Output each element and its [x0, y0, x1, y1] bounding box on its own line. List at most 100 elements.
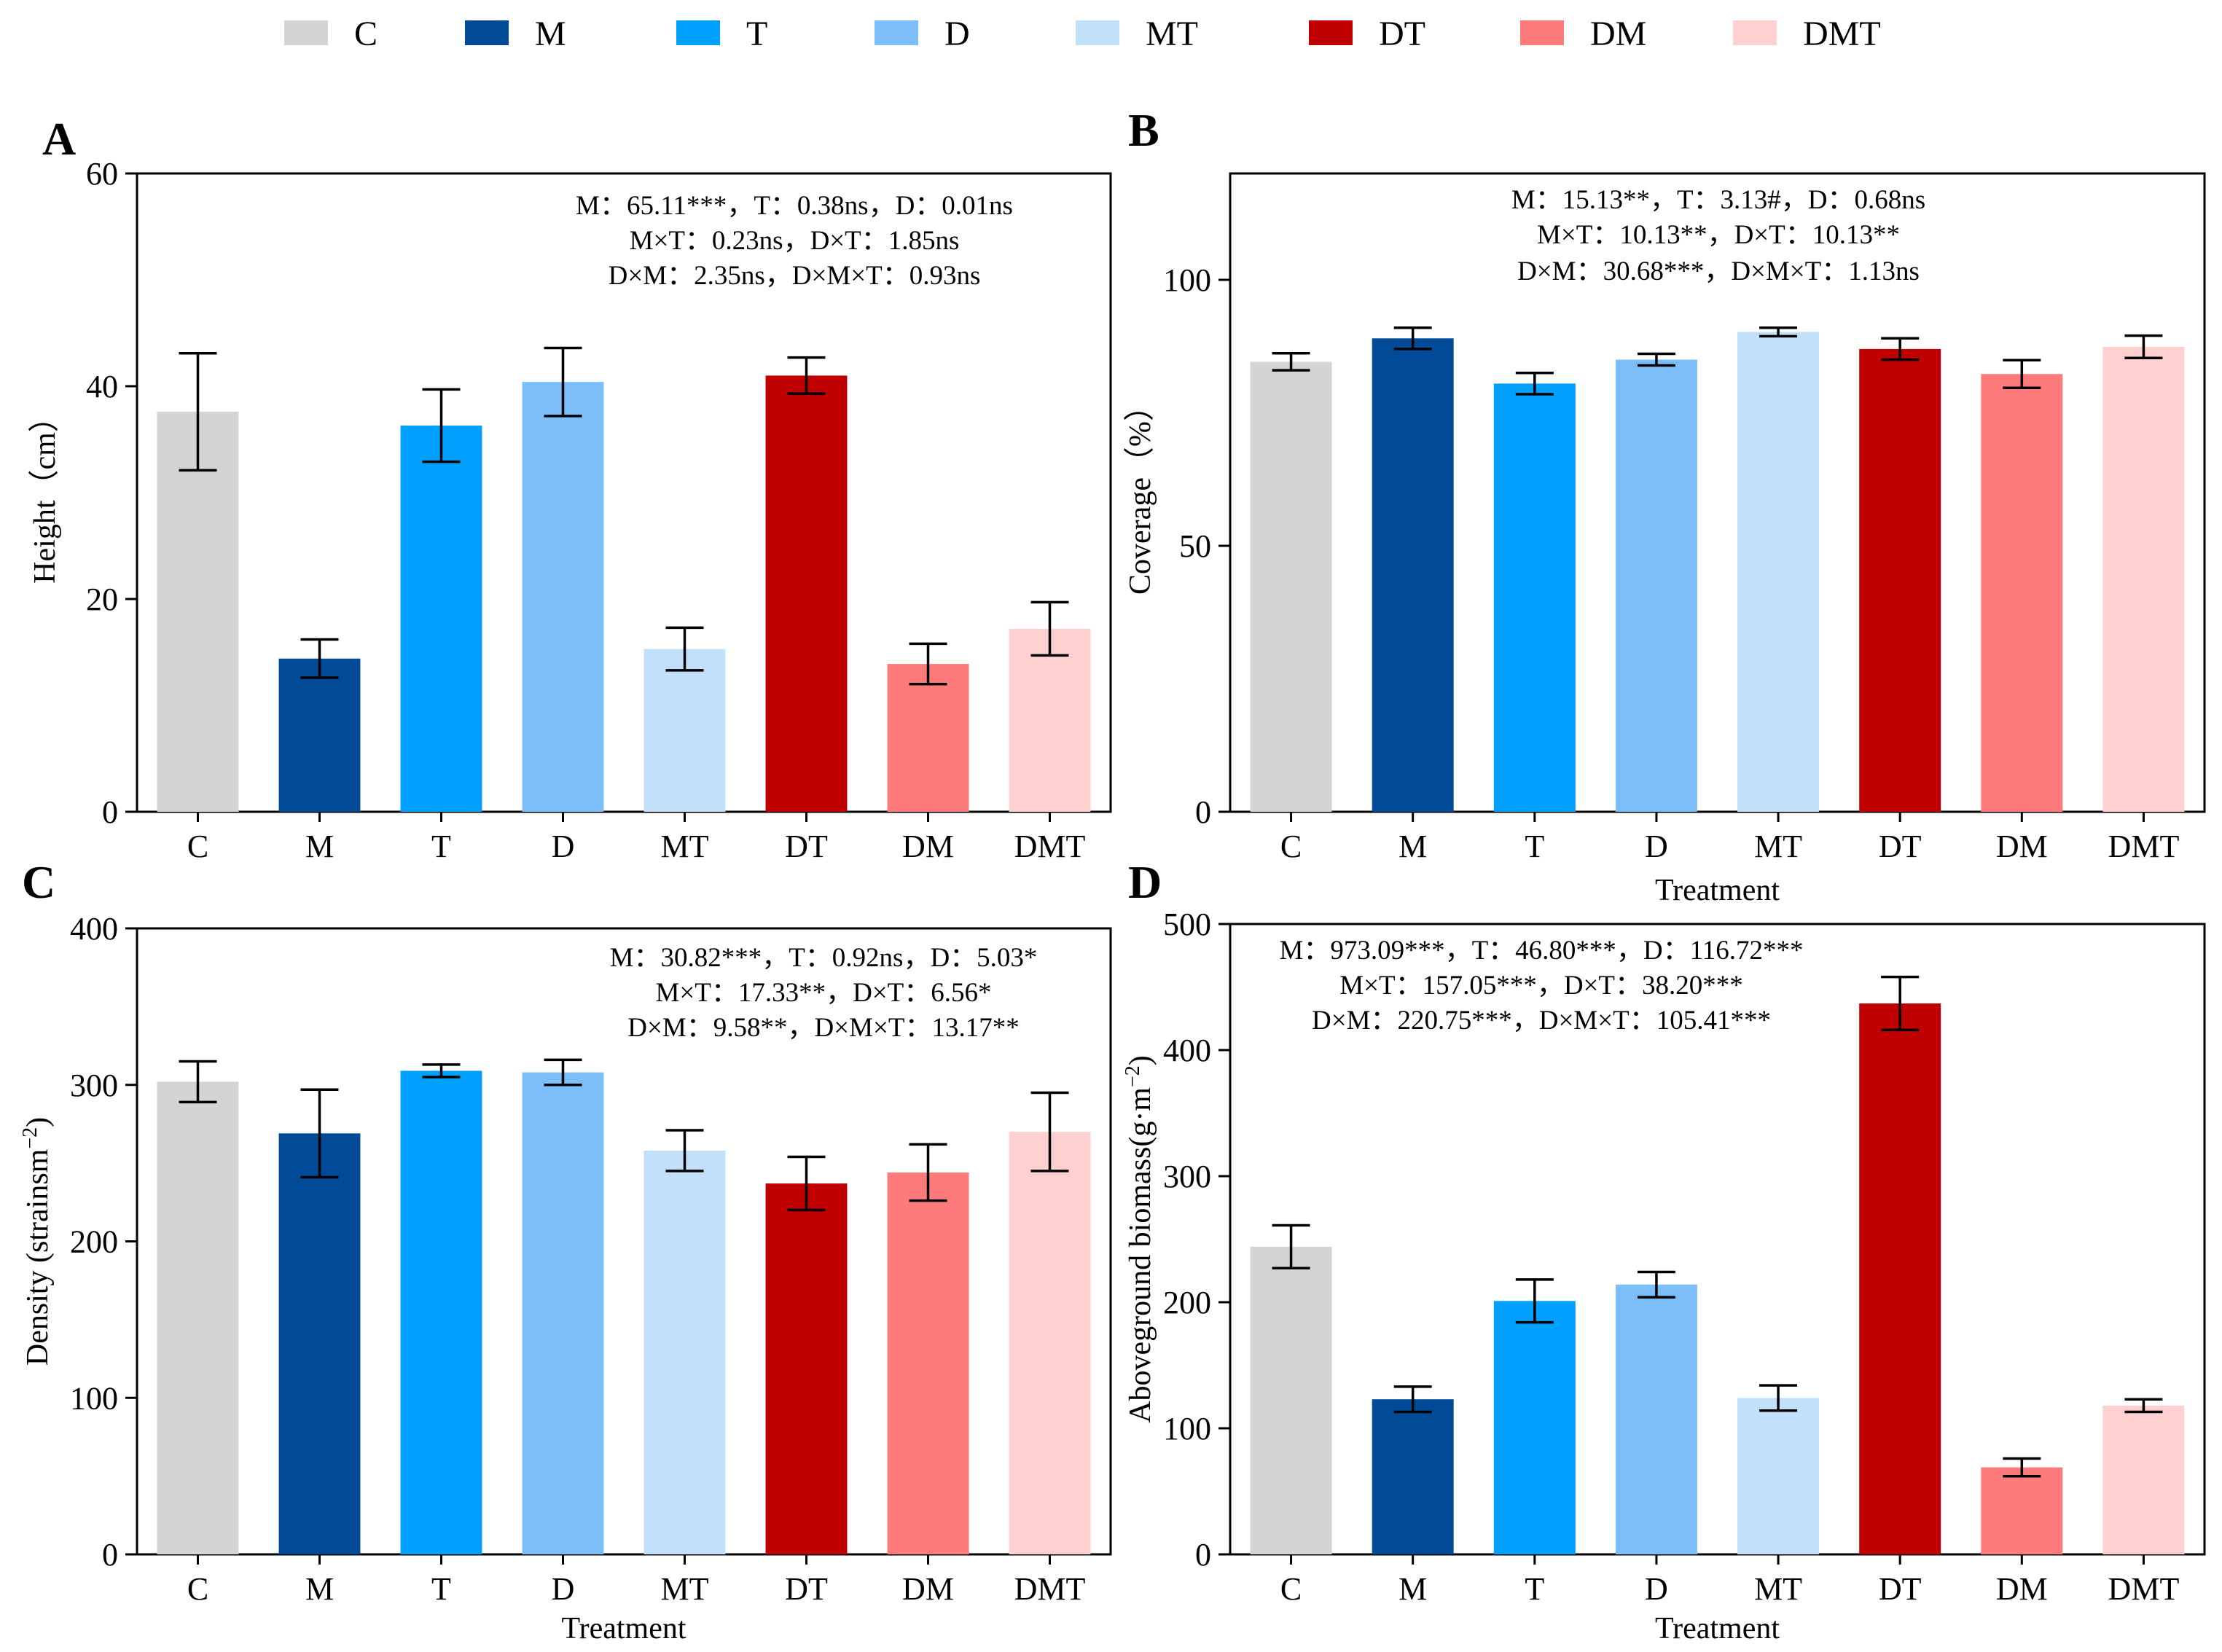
- bar-m: [1372, 338, 1454, 812]
- bar-mt: [643, 649, 726, 812]
- bar-dmt: [1009, 1132, 1091, 1554]
- x-tick-label-dt: DT: [785, 1571, 828, 1607]
- x-tick-label-dmt: DMT: [1014, 829, 1086, 864]
- legend-label-c: C: [354, 15, 377, 53]
- legend: C M T D MT DT DM DMT: [284, 15, 1881, 53]
- legend-swatch-mt: [1076, 20, 1119, 45]
- stats-line-1: M：15.13**，T：3.13#，D：0.68ns: [1511, 185, 1925, 215]
- x-tick-label-m: M: [305, 829, 334, 864]
- bar-dm: [1981, 1467, 2063, 1554]
- legend-label-mt: MT: [1146, 15, 1198, 53]
- stats-line-2: M×T：17.33**，D×T：6.56*: [655, 978, 991, 1008]
- bar-mt: [1737, 332, 1820, 812]
- panel-letter: C: [22, 856, 55, 908]
- bar-t: [400, 1070, 482, 1554]
- bar-dm: [887, 664, 969, 812]
- x-tick-label-t: T: [431, 829, 451, 864]
- stats-line-2: M×T：10.13**，D×T：10.13**: [1537, 220, 1900, 250]
- y-axis-title: Height（cm）: [28, 402, 62, 584]
- y-tick-label: 100: [1163, 1411, 1211, 1447]
- x-tick-label-dm: DM: [1996, 829, 2048, 864]
- bar-t: [1493, 1301, 1576, 1554]
- y-tick-label: 0: [1195, 1537, 1211, 1573]
- plot-frame: [1229, 923, 2206, 1556]
- bar-c: [157, 412, 239, 812]
- x-tick-label-d: D: [552, 1571, 575, 1607]
- x-tick-label-dm: DM: [902, 1571, 954, 1607]
- bar-c: [157, 1081, 239, 1554]
- bar-c: [1250, 1246, 1332, 1554]
- y-tick-label: 500: [1163, 907, 1211, 942]
- legend-label-m: M: [535, 15, 566, 53]
- x-tick-label-dmt: DMT: [2108, 829, 2180, 864]
- bar-dmt: [1009, 628, 1091, 812]
- bar-mt: [1737, 1398, 1820, 1554]
- bar-c: [1250, 361, 1332, 812]
- x-tick-label-dt: DT: [785, 829, 828, 864]
- stats-line-1: M：30.82***，T：0.92ns，D：5.03*: [610, 943, 1038, 973]
- y-tick-label: 100: [1163, 262, 1211, 298]
- bar-dt: [765, 1183, 848, 1554]
- x-tick-label-d: D: [1645, 1571, 1668, 1607]
- y-tick-label: 40: [86, 369, 118, 404]
- legend-swatch-c: [284, 20, 328, 45]
- panel-letter: D: [1128, 856, 1162, 908]
- bar-dt: [1859, 348, 1941, 812]
- legend-swatch-dm: [1520, 20, 1564, 45]
- y-tick-label: 200: [70, 1224, 118, 1260]
- y-tick-label: 100: [70, 1380, 118, 1416]
- stats-line-3: D×M：9.58**，D×M×T：13.17**: [627, 1013, 1019, 1043]
- legend-swatch-dt: [1309, 20, 1353, 45]
- y-tick-label: 200: [1163, 1285, 1211, 1320]
- y-axis-title: Aboveground biomass(g·m−2): [1122, 1055, 1158, 1423]
- panel-d: D 0 100 200 300 400 500 Aboveground biomass(g·m…: [1122, 856, 2206, 1645]
- y-tick-label: 0: [1195, 794, 1211, 830]
- x-tick-label-c: C: [187, 1571, 208, 1607]
- x-tick-label-t: T: [1525, 1571, 1544, 1607]
- bar-dt: [1859, 1003, 1941, 1554]
- x-tick-label-dt: DT: [1879, 1571, 1922, 1607]
- y-tick-label: 0: [102, 1537, 118, 1573]
- y-tick-label: 300: [1163, 1159, 1211, 1194]
- y-tick-label: 400: [1163, 1033, 1211, 1068]
- x-tick-label-mt: MT: [661, 829, 709, 864]
- x-tick-label-dm: DM: [902, 829, 954, 864]
- y-axis-title: Density (strainsm−2): [19, 1117, 55, 1366]
- legend-swatch-dmt: [1733, 20, 1777, 45]
- x-tick-label-m: M: [305, 1571, 334, 1607]
- x-tick-label-mt: MT: [661, 1571, 709, 1607]
- x-tick-label-dm: DM: [1996, 1571, 2048, 1607]
- stats-line-3: D×M：2.35ns，D×M×T：0.93ns: [609, 261, 981, 291]
- y-tick-label: 400: [70, 911, 118, 947]
- stats-line-3: D×M：220.75***，D×M×T：105.41***: [1312, 1006, 1771, 1036]
- stats-line-1: M：973.09***，T：46.80***，D：116.72***: [1279, 936, 1803, 966]
- bar-dm: [1981, 374, 2063, 812]
- legend-label-t: T: [746, 15, 767, 53]
- bar-dt: [765, 375, 848, 812]
- x-tick-label-c: C: [1280, 829, 1302, 864]
- legend-swatch-d: [875, 20, 918, 45]
- stats-line-3: D×M：30.68***，D×M×T：1.13ns: [1517, 257, 1920, 286]
- stats-line-2: M×T：157.05***，D×T：38.20***: [1339, 971, 1743, 1001]
- x-tick-label-m: M: [1398, 1571, 1427, 1607]
- x-tick-label-d: D: [1645, 829, 1668, 864]
- x-tick-label-m: M: [1398, 829, 1427, 864]
- legend-label-dm: DM: [1590, 15, 1646, 53]
- y-tick-label: 20: [86, 582, 118, 617]
- x-axis-title: Treatment: [1655, 874, 1780, 907]
- bar-dmt: [2102, 346, 2185, 813]
- bar-d: [1615, 359, 1697, 812]
- legend-label-dt: DT: [1379, 15, 1425, 53]
- legend-label-d: D: [944, 15, 970, 53]
- legend-swatch-m: [465, 20, 509, 45]
- x-tick-label-dmt: DMT: [1014, 1571, 1086, 1607]
- bar-m: [278, 658, 361, 812]
- y-tick-label: 0: [102, 794, 118, 830]
- bar-dmt: [2102, 1405, 2185, 1554]
- bar-m: [1372, 1399, 1454, 1554]
- x-tick-label-c: C: [1280, 1571, 1302, 1607]
- x-tick-label-mt: MT: [1754, 829, 1802, 864]
